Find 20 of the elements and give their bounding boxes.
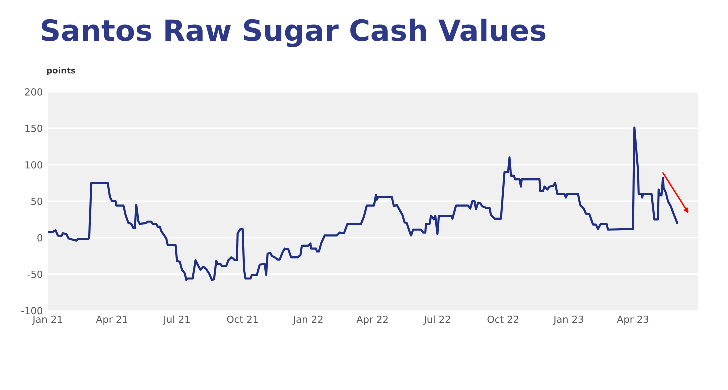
x-tick-label: Jan 22 (292, 316, 323, 326)
y-tick-label: -100 (22, 307, 43, 315)
y-tick-label: 200 (25, 88, 43, 96)
y-tick-label: 50 (32, 198, 43, 206)
y-tick-label: 150 (26, 124, 43, 132)
line-series (48, 126, 678, 282)
x-tick-label: Jan 21 (32, 316, 62, 326)
y-tick-label: 100 (26, 161, 43, 169)
y-tick-label: 0 (38, 234, 43, 242)
x-tick-label: Jul 22 (424, 316, 450, 326)
x-tick-label: Oct 21 (227, 316, 258, 324)
chart-title: Santos Raw Sugar Cash Values (42, 18, 546, 48)
x-tick-label: Jan 23 (553, 316, 584, 326)
x-tick-label: Apr 22 (356, 316, 388, 326)
x-tick-label: Oct 22 (488, 316, 518, 324)
y-axis-title: points (47, 67, 76, 76)
x-tick-label: Apr 21 (96, 316, 128, 326)
x-tick-label: Jul 21 (163, 316, 190, 326)
y-tick-label: -50 (28, 270, 43, 278)
x-tick-label: Apr 23 (617, 316, 649, 326)
